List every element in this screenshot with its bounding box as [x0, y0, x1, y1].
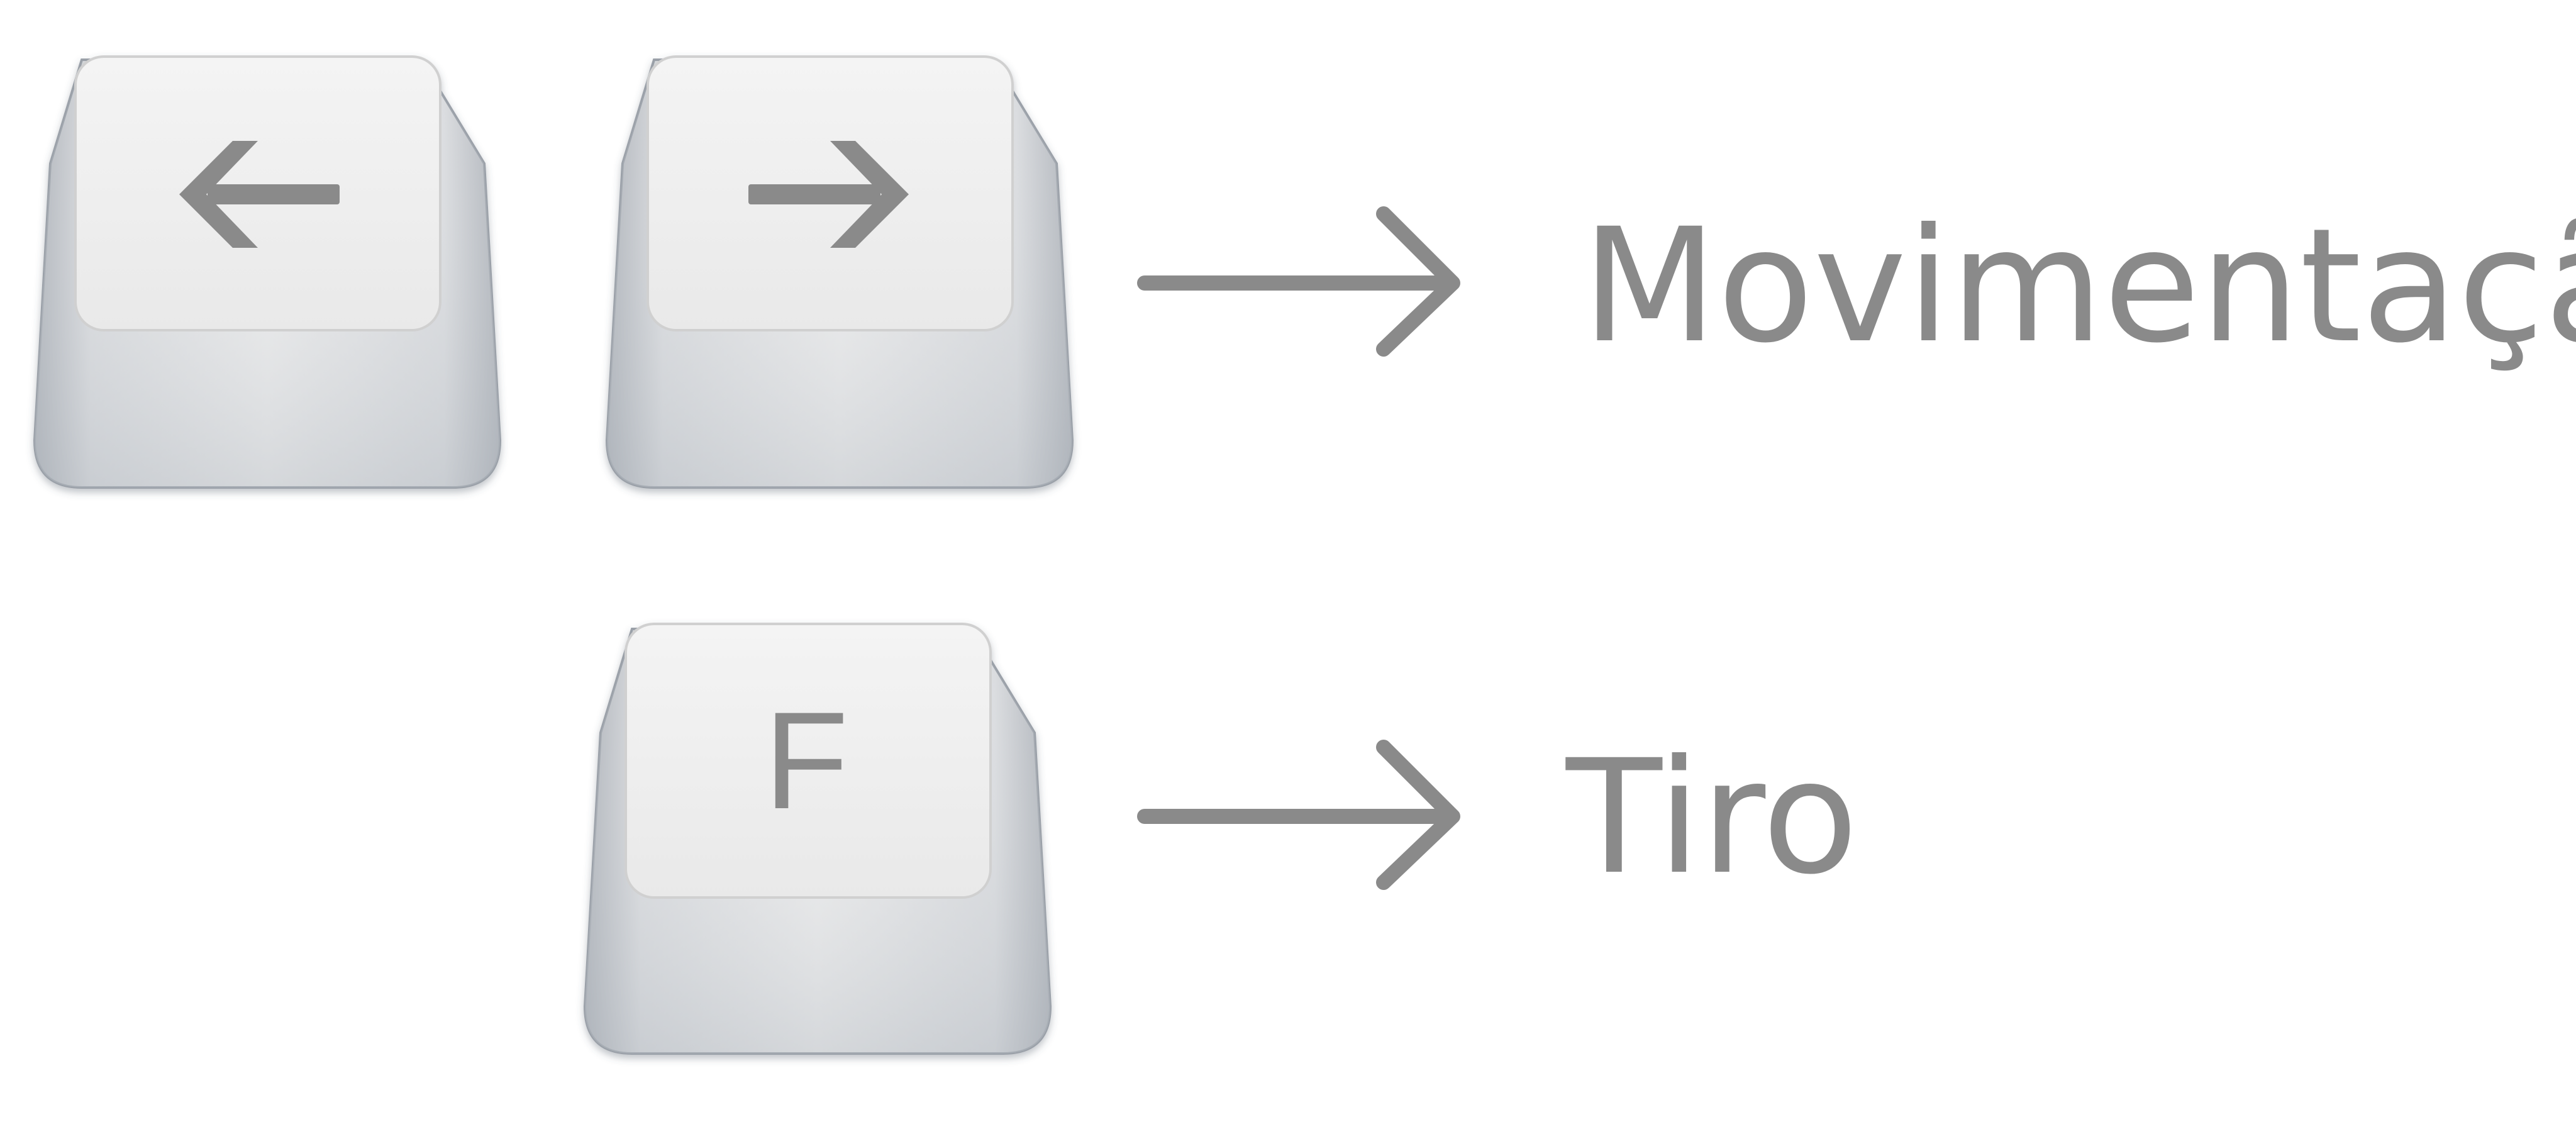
f-key-glyph: F — [764, 683, 848, 838]
movement-label: Movimentação — [1582, 194, 2576, 377]
movement-arrow-icon — [1137, 206, 1460, 357]
arrow-left-icon — [179, 141, 340, 248]
right-arrow-key — [605, 55, 1074, 489]
arrow-right-icon — [748, 141, 909, 248]
shoot-label: Tiro — [1566, 726, 1858, 909]
left-arrow-key — [33, 55, 502, 489]
shoot-arrow-icon — [1137, 740, 1460, 890]
f-key: F — [583, 623, 1052, 1055]
